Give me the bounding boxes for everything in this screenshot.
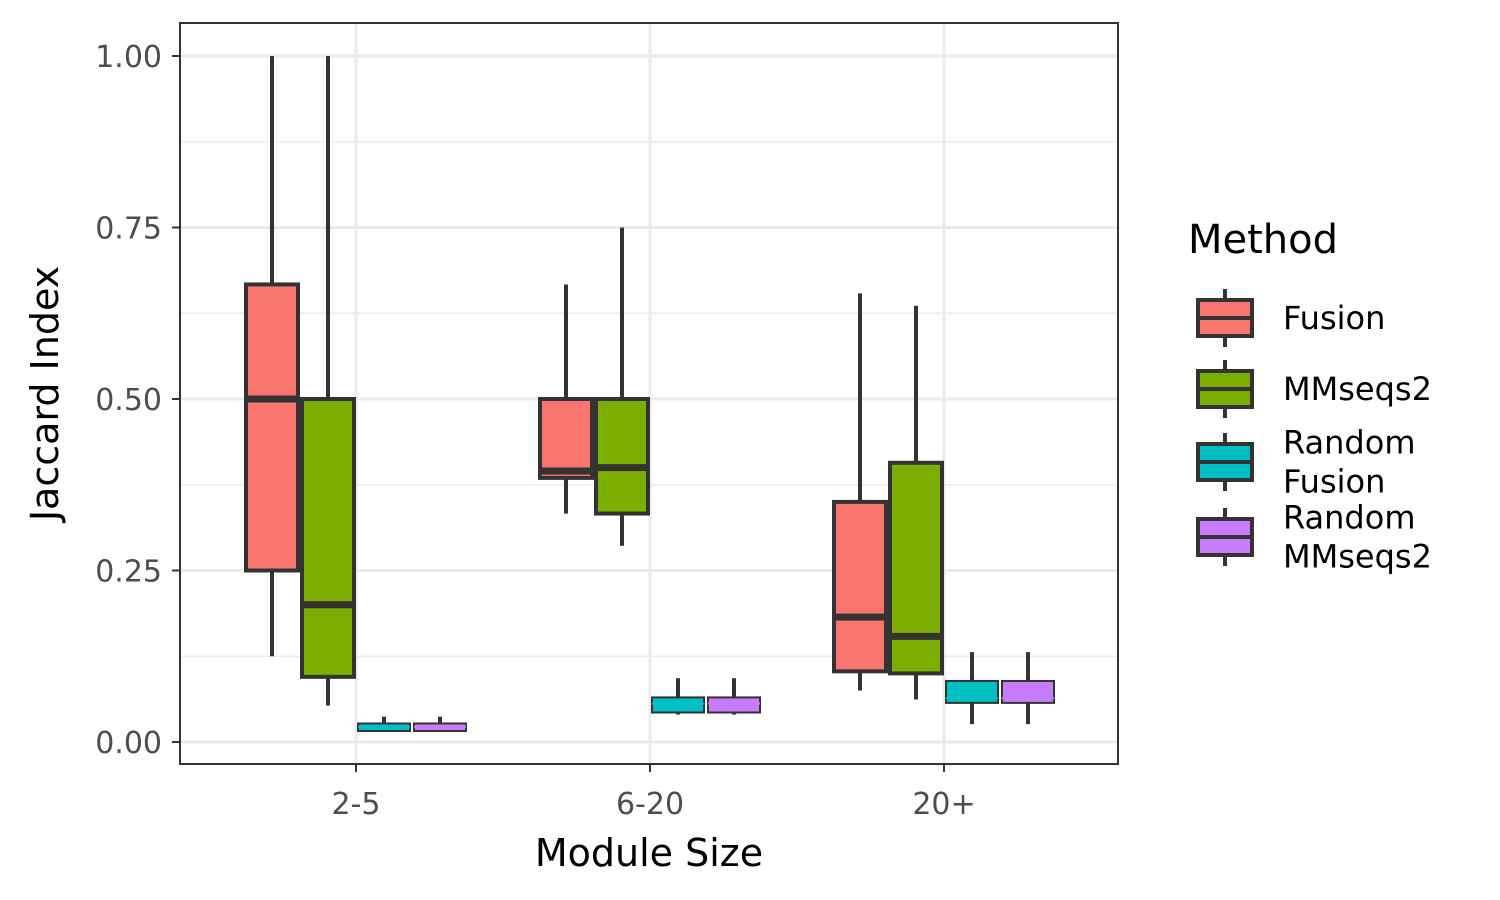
box-plot — [1001, 652, 1055, 725]
legend-label: Random — [1283, 424, 1415, 462]
box-iqr — [244, 282, 300, 573]
box-plot — [651, 678, 705, 715]
box-iqr — [945, 679, 999, 704]
box-plot — [244, 56, 300, 657]
legend-label: MMseqs2 — [1283, 370, 1432, 408]
box-iqr — [538, 397, 594, 480]
box-plot — [888, 305, 944, 700]
box-plot — [413, 716, 467, 733]
legend-item: Fusion — [1196, 289, 1385, 347]
y-tick-label: 0.00 — [95, 726, 162, 761]
box-iqr — [1001, 679, 1055, 704]
y-axis-title: Jaccard Index — [23, 266, 67, 523]
axes: 0.00 0.25 0.50 0.75 1.00 2-5 6-20 20+ — [95, 40, 975, 822]
x-tick-label: 2-5 — [332, 787, 381, 822]
y-tick-label: 1.00 — [95, 40, 162, 75]
y-tick-label: 0.50 — [95, 383, 162, 418]
box-plot — [357, 716, 411, 733]
legend: Method FusionMMseqs2RandomFusionRandomMM… — [1188, 217, 1432, 576]
box-iqr — [651, 696, 705, 714]
box-plot — [300, 56, 356, 706]
box-iqr — [594, 397, 650, 516]
box-plot — [594, 227, 650, 546]
box-iqr — [300, 397, 356, 679]
y-tick-label: 0.25 — [95, 555, 162, 590]
legend-title: Method — [1188, 217, 1338, 263]
legend-label: MMseqs2 — [1283, 538, 1432, 576]
box-plot — [832, 293, 888, 691]
y-tick-label: 0.75 — [95, 212, 162, 247]
x-tick-label: 20+ — [912, 787, 975, 822]
box-plot — [538, 284, 594, 514]
legend-label: Random — [1283, 499, 1415, 537]
box-plot — [707, 678, 761, 715]
box-iqr — [707, 696, 761, 714]
legend-label: Fusion — [1283, 299, 1385, 337]
box-iqr — [832, 499, 888, 674]
box-iqr — [888, 460, 944, 676]
legend-label: Fusion — [1283, 463, 1385, 501]
box-plots — [244, 56, 1055, 733]
x-tick-label: 6-20 — [616, 787, 684, 822]
legend-item: MMseqs2 — [1196, 360, 1432, 418]
box-plot — [945, 652, 999, 725]
x-axis-title: Module Size — [535, 831, 763, 875]
